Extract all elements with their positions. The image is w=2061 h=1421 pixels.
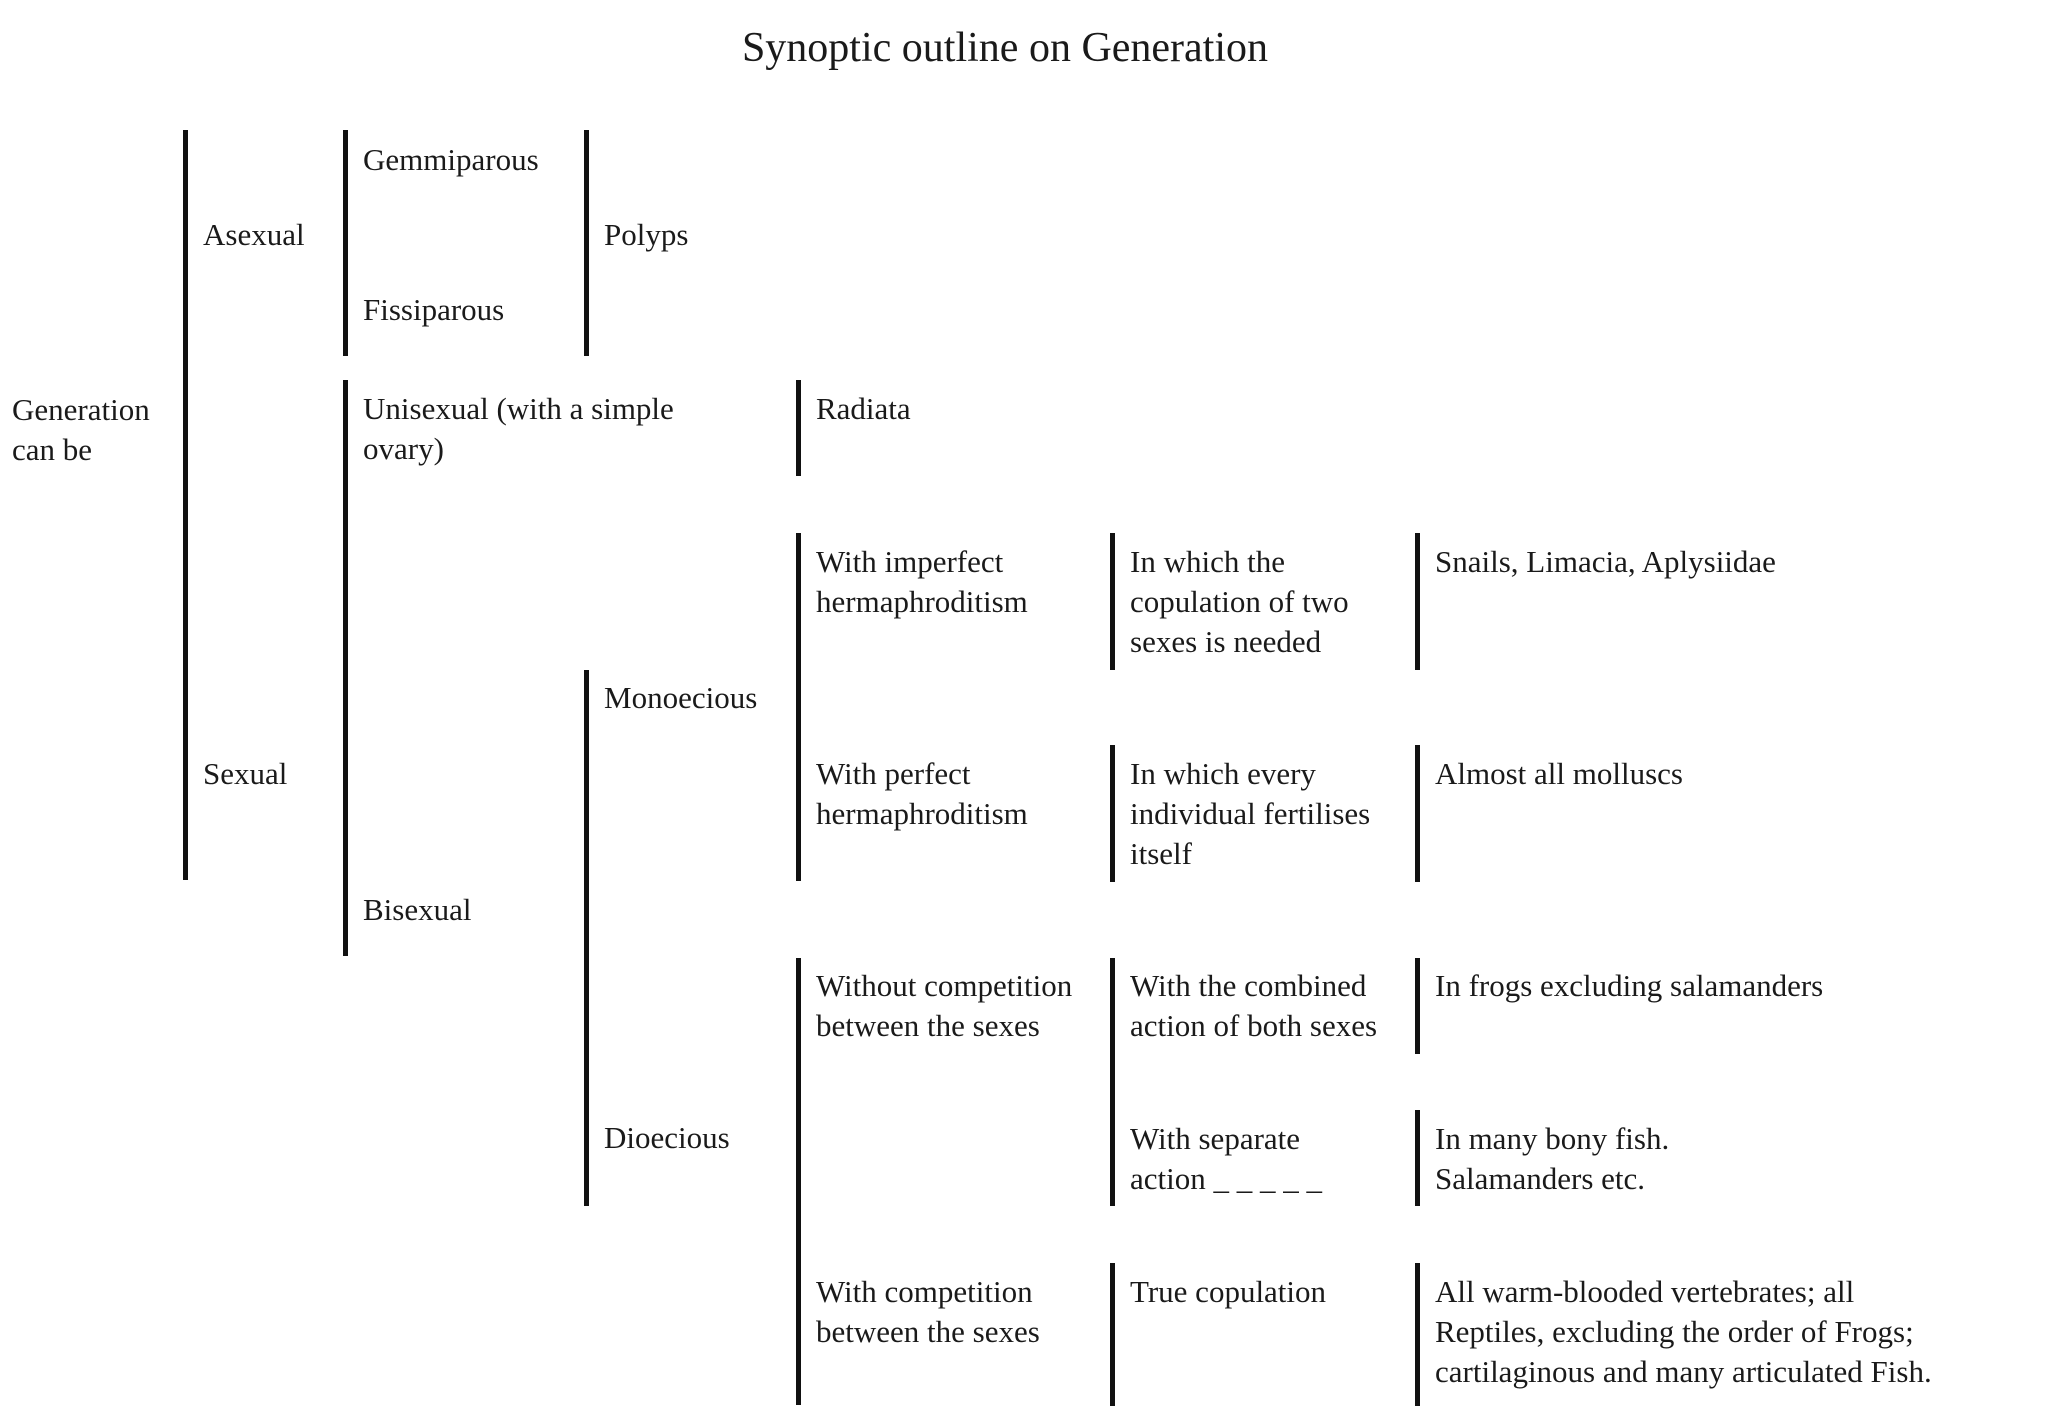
node-unisexual-line: ovary) bbox=[363, 431, 444, 466]
node-separate-line: With separate bbox=[1130, 1121, 1301, 1156]
node-perfect-desc-line: itself bbox=[1130, 836, 1192, 871]
node-perfect-hermaphroditism: With perfect hermaphroditism bbox=[816, 754, 1028, 834]
node-imperfect-desc-line: sexes is needed bbox=[1130, 624, 1322, 659]
bracket-perfect bbox=[1110, 745, 1115, 882]
node-true-copulation-example-line: Reptiles, excluding the order of Frogs; bbox=[1435, 1314, 1914, 1349]
node-combined-example: In frogs excluding salamanders bbox=[1435, 968, 1824, 1003]
node-separate-line: action _ _ _ _ _ bbox=[1130, 1161, 1322, 1196]
node-bisexual: Bisexual bbox=[363, 892, 472, 927]
node-fissiparous: Fissiparous bbox=[363, 292, 505, 327]
node-imperfect-example: Snails, Limacia, Aplysiidae bbox=[1435, 544, 1776, 579]
node-combined-line: action of both sexes bbox=[1130, 1008, 1378, 1043]
bracket-separate-ex bbox=[1415, 1110, 1420, 1206]
node-radiata: Radiata bbox=[816, 391, 911, 426]
bracket-perfect-ex bbox=[1415, 745, 1420, 882]
node-true-copulation: True copulation bbox=[1130, 1274, 1327, 1309]
node-imperfect-line: With imperfect bbox=[816, 544, 1004, 579]
node-perfect-desc: In which every individual fertilises its… bbox=[1130, 754, 1370, 874]
bracket-generation bbox=[183, 130, 188, 880]
node-separate-example-line: Salamanders etc. bbox=[1435, 1161, 1646, 1196]
node-gemmiparous: Gemmiparous bbox=[363, 142, 539, 177]
node-monoecious: Monoecious bbox=[604, 680, 758, 715]
node-true-copulation-example-line: All warm-blooded vertebrates; all bbox=[1435, 1274, 1855, 1309]
bracket-radiata bbox=[796, 380, 801, 476]
node-separate-action: With separate action _ _ _ _ _ bbox=[1130, 1119, 1322, 1199]
node-with-competition-line: between the sexes bbox=[816, 1314, 1040, 1349]
node-perfect-example: Almost all molluscs bbox=[1435, 756, 1683, 791]
node-imperfect-desc: In which the copulation of two sexes is … bbox=[1130, 542, 1349, 662]
bracket-bisexual bbox=[584, 670, 589, 1206]
node-with-competition-line: With competition bbox=[816, 1274, 1033, 1309]
node-perfect-line: hermaphroditism bbox=[816, 796, 1028, 831]
bracket-with-competition bbox=[1110, 1263, 1115, 1406]
node-with-competition: With competition between the sexes bbox=[816, 1272, 1040, 1352]
node-without-competition-line: Without competition bbox=[816, 968, 1073, 1003]
bracket-combined-ex bbox=[1415, 958, 1420, 1054]
node-true-copulation-example-line: cartilaginous and many articulated Fish. bbox=[1435, 1354, 1932, 1389]
node-imperfect-hermaphroditism: With imperfect hermaphroditism bbox=[816, 542, 1028, 622]
node-generation-line: Generation bbox=[12, 392, 150, 427]
node-perfect-line: With perfect bbox=[816, 756, 971, 791]
bracket-polyps bbox=[584, 130, 589, 356]
node-unisexual-line: Unisexual (with a simple bbox=[363, 391, 674, 426]
node-generation-line: can be bbox=[12, 432, 93, 467]
bracket-monoecious bbox=[796, 533, 801, 881]
node-polyps: Polyps bbox=[604, 217, 689, 252]
diagram-title: Synoptic outline on Generation bbox=[741, 25, 1269, 71]
bracket-dioecious bbox=[796, 958, 801, 1405]
node-separate-example: In many bony fish. Salamanders etc. bbox=[1435, 1119, 1669, 1199]
node-imperfect-desc-line: copulation of two bbox=[1130, 584, 1349, 619]
node-imperfect-desc-line: In which the bbox=[1130, 544, 1285, 579]
bracket-imperfect-ex bbox=[1415, 533, 1420, 670]
bracket-without-competition bbox=[1110, 958, 1115, 1206]
node-dioecious: Dioecious bbox=[604, 1120, 730, 1155]
bracket-true-copulation-ex bbox=[1415, 1263, 1420, 1406]
node-sexual: Sexual bbox=[203, 756, 288, 791]
node-combined-action: With the combined action of both sexes bbox=[1130, 966, 1377, 1046]
node-unisexual: Unisexual (with a simple ovary) bbox=[363, 389, 674, 469]
node-generation: Generation can be bbox=[12, 390, 150, 470]
node-true-copulation-example: All warm-blooded vertebrates; all Reptil… bbox=[1435, 1272, 1932, 1392]
node-without-competition-line: between the sexes bbox=[816, 1008, 1040, 1043]
node-separate-example-line: In many bony fish. bbox=[1435, 1121, 1670, 1156]
node-perfect-desc-line: individual fertilises bbox=[1130, 796, 1371, 831]
bracket-sexual bbox=[343, 380, 348, 956]
node-imperfect-line: hermaphroditism bbox=[816, 584, 1028, 619]
node-without-competition: Without competition between the sexes bbox=[816, 966, 1072, 1046]
node-asexual: Asexual bbox=[203, 217, 305, 252]
bracket-imperfect bbox=[1110, 533, 1115, 670]
node-combined-line: With the combined bbox=[1130, 968, 1367, 1003]
node-perfect-desc-line: In which every bbox=[1130, 756, 1316, 791]
bracket-asexual bbox=[343, 130, 348, 356]
